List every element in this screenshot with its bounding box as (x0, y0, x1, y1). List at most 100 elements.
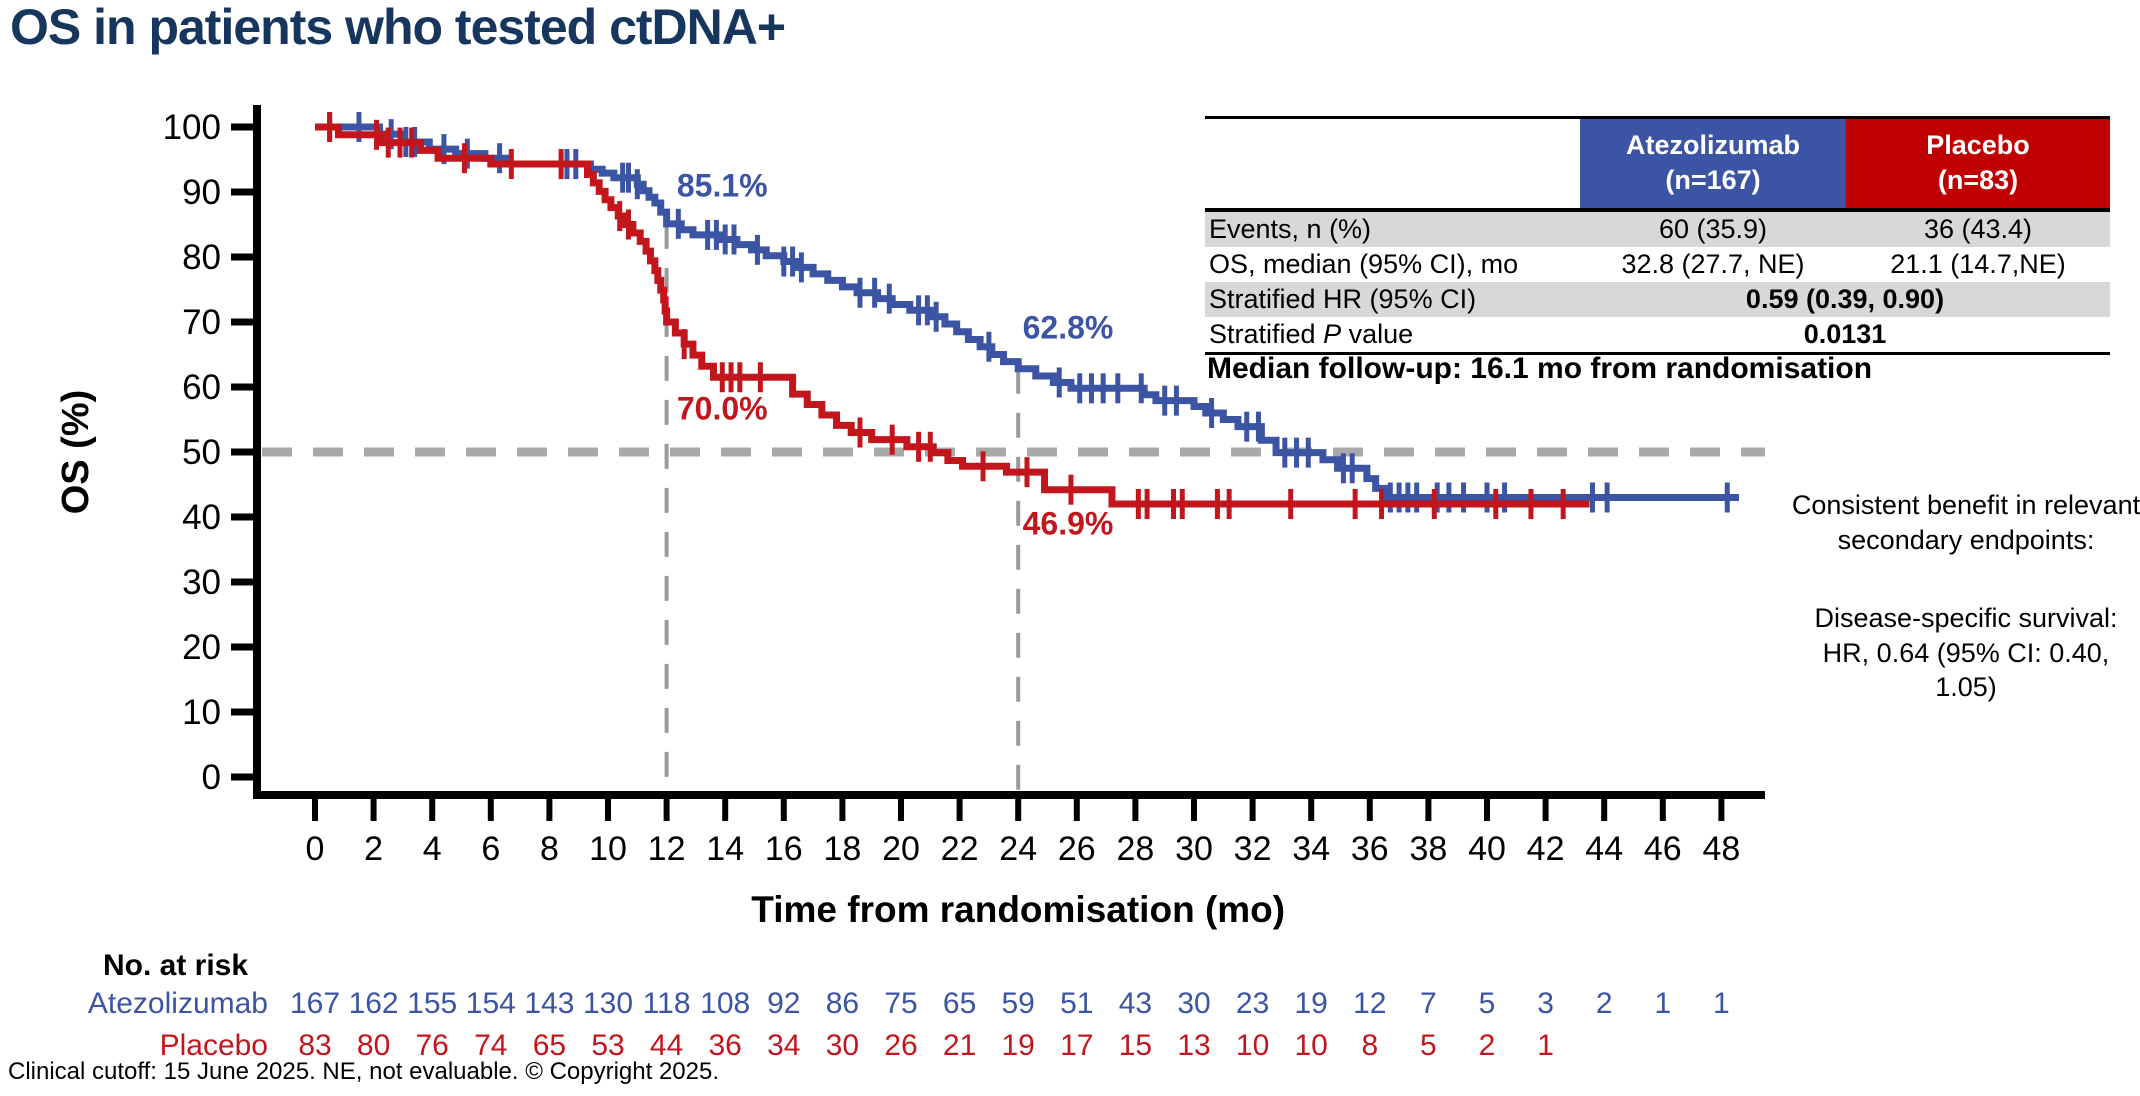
svg-text:34: 34 (767, 1029, 800, 1062)
y-axis-title: OS (%) (55, 390, 97, 515)
svg-text:40: 40 (182, 498, 221, 537)
atezolizumab-header-n: (n=167) (1665, 165, 1761, 196)
footnote: Clinical cutoff: 15 June 2025. NE, not e… (8, 1058, 720, 1085)
stats-table-header: Atezolizumab (n=167) Placebo (n=83) (1205, 119, 2110, 213)
stats-header-spacer (1205, 119, 1580, 208)
svg-text:6: 6 (481, 830, 500, 868)
svg-text:70: 70 (182, 303, 221, 342)
landmark-70.0%: 70.0% (677, 391, 768, 427)
pvalue-label: Stratified P value (1205, 319, 1580, 350)
svg-text:1: 1 (1713, 987, 1730, 1020)
svg-text:75: 75 (884, 987, 917, 1020)
pvalue-value: 0.0131 (1803, 319, 1887, 350)
svg-text:12: 12 (1353, 987, 1386, 1020)
svg-text:92: 92 (767, 987, 800, 1020)
side-note: Consistent benefit in relevant secondary… (1790, 488, 2140, 705)
svg-text:59: 59 (1002, 987, 1035, 1020)
svg-text:36: 36 (1351, 830, 1389, 868)
svg-text:2: 2 (1479, 1029, 1496, 1062)
svg-text:5: 5 (1479, 987, 1496, 1020)
svg-text:30: 30 (826, 1029, 859, 1062)
svg-text:86: 86 (826, 987, 859, 1020)
svg-text:22: 22 (941, 830, 979, 868)
svg-text:43: 43 (1119, 987, 1152, 1020)
svg-text:0: 0 (202, 758, 221, 797)
svg-text:20: 20 (882, 830, 920, 868)
svg-text:108: 108 (700, 987, 750, 1020)
svg-text:23: 23 (1236, 987, 1269, 1020)
svg-text:65: 65 (533, 1029, 566, 1062)
landmark-46.9%: 46.9% (1023, 506, 1114, 542)
svg-text:32: 32 (1234, 830, 1272, 868)
svg-text:15: 15 (1119, 1029, 1152, 1062)
svg-text:13: 13 (1177, 1029, 1210, 1062)
svg-text:53: 53 (591, 1029, 624, 1062)
svg-text:118: 118 (643, 987, 691, 1020)
svg-text:8: 8 (540, 830, 559, 868)
stats-row-hr: Stratified HR (95% CI) 0.59 (0.39, 0.90) (1205, 282, 2110, 318)
svg-text:44: 44 (650, 1029, 683, 1062)
stats-row-os-median: OS, median (95% CI), mo 32.8 (27.7, NE) … (1205, 247, 2110, 282)
svg-text:2: 2 (364, 830, 383, 868)
svg-text:7: 7 (1420, 987, 1437, 1020)
x-axis-title: Time from randomisation (mo) (751, 889, 1285, 930)
svg-text:4: 4 (423, 830, 442, 868)
svg-text:155: 155 (407, 987, 457, 1020)
landmark-62.8%: 62.8% (1023, 309, 1114, 345)
svg-text:42: 42 (1527, 830, 1565, 868)
svg-text:80: 80 (357, 1029, 390, 1062)
stats-header-placebo: Placebo (n=83) (1846, 119, 2110, 209)
at-risk-label-placebo: Placebo (160, 1029, 268, 1062)
side-note-line2: secondary endpoints: (1837, 524, 2095, 555)
svg-text:50: 50 (182, 433, 221, 472)
svg-text:19: 19 (1295, 987, 1328, 1020)
svg-text:10: 10 (1295, 1029, 1328, 1062)
svg-text:30: 30 (1177, 987, 1210, 1020)
svg-text:1: 1 (1654, 987, 1671, 1020)
svg-text:76: 76 (416, 1029, 449, 1062)
curve-placebo: 70.0% 46.9% (315, 112, 1590, 542)
svg-text:24: 24 (999, 830, 1037, 868)
stats-row-pvalue: Stratified P value 0.0131 (1205, 317, 2110, 356)
curve-atezolizumab: 85.1% 62.8% (315, 112, 1739, 513)
landmark-85.1%: 85.1% (677, 168, 768, 204)
svg-text:30: 30 (182, 563, 221, 602)
atezolizumab-header-name: Atezolizumab (1625, 130, 1800, 160)
svg-text:28: 28 (1116, 830, 1154, 868)
placebo-header-n: (n=83) (1937, 165, 2019, 196)
events-label: Events, n (%) (1209, 214, 1372, 245)
svg-text:46: 46 (1644, 830, 1682, 868)
placebo-header-name: Placebo (1926, 130, 2030, 160)
svg-text:83: 83 (298, 1029, 331, 1062)
svg-text:18: 18 (823, 830, 861, 868)
svg-text:48: 48 (1702, 830, 1740, 868)
side-note-line3: Disease-specific survival: (1814, 603, 2118, 634)
at-risk-label-atezolizumab: Atezolizumab (88, 987, 268, 1020)
events-placebo: 36 (43.4) (1923, 214, 2033, 245)
svg-text:44: 44 (1585, 830, 1623, 868)
os-median-atezolizumab: 32.8 (27.7, NE) (1621, 249, 1805, 280)
svg-text:90: 90 (182, 173, 221, 212)
svg-text:162: 162 (349, 987, 399, 1020)
pvalue-label-suffix: value (1341, 319, 1414, 350)
svg-text:14: 14 (706, 830, 744, 868)
stats-row-events: Events, n (%) 60 (35.9) 36 (43.4) (1205, 212, 2110, 248)
stats-header-atezolizumab: Atezolizumab (n=167) (1580, 119, 1846, 209)
svg-text:12: 12 (648, 830, 686, 868)
os-median-label: OS, median (95% CI), mo (1209, 249, 1519, 280)
svg-text:19: 19 (1002, 1029, 1035, 1062)
svg-text:65: 65 (943, 987, 976, 1020)
svg-text:40: 40 (1468, 830, 1506, 868)
side-note-line4: HR, 0.64 (95% CI: 0.40, 1.05) (1822, 637, 2110, 703)
svg-text:17: 17 (1060, 1029, 1093, 1062)
os-median-placebo: 21.1 (14.7,NE) (1890, 249, 2066, 280)
stats-table: Atezolizumab (n=167) Placebo (n=83) Even… (1205, 116, 2110, 356)
svg-text:3: 3 (1537, 987, 1554, 1020)
svg-text:30: 30 (1175, 830, 1213, 868)
svg-text:1: 1 (1537, 1029, 1554, 1062)
svg-text:21: 21 (943, 1029, 976, 1062)
at-risk-header: No. at risk (103, 949, 248, 982)
